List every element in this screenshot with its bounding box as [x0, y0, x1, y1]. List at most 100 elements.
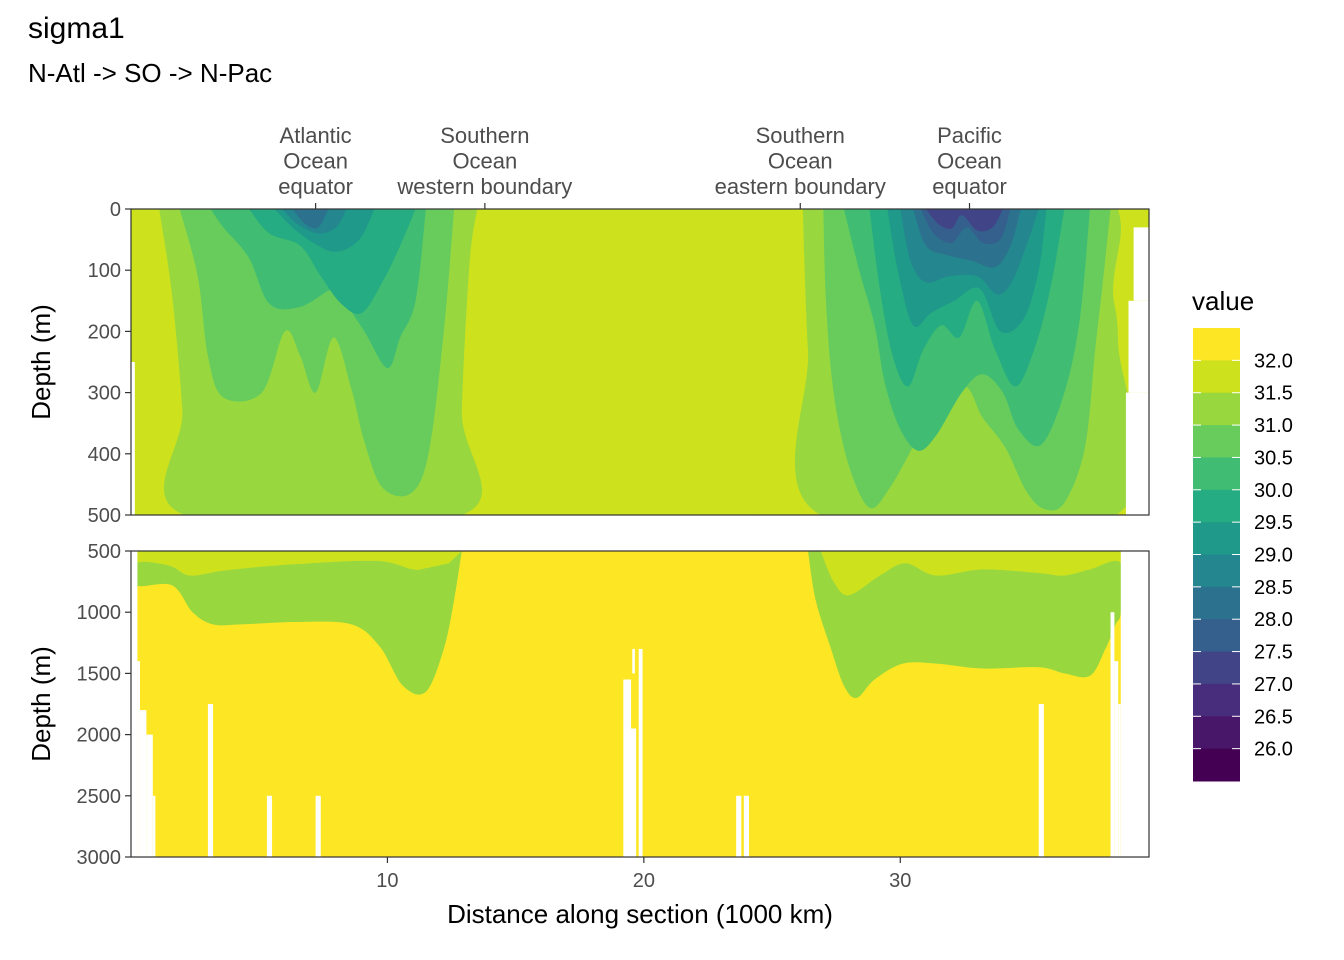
x-tick-label: 30 — [889, 870, 911, 892]
no-data-upper-2 — [1133, 227, 1149, 301]
y-upper-tick-label: 300 — [88, 383, 121, 405]
legend-color-2 — [1193, 392, 1240, 426]
seafloor-mask-0 — [131, 551, 138, 857]
y-upper-tick-label: 200 — [88, 321, 121, 343]
legend-title: value — [1192, 286, 1254, 316]
x-tick-label: 20 — [633, 870, 655, 892]
seafloor-mask-15 — [1110, 612, 1115, 857]
legend-label-10: 27.0 — [1254, 674, 1293, 696]
annotation-label-1-0: Southern — [440, 123, 529, 148]
lower-contour-fills — [131, 551, 1149, 857]
contour-fill-lower-0 — [133, 551, 462, 576]
upper-contour-fills — [131, 209, 1149, 515]
y-upper-tick-label: 500 — [88, 505, 121, 527]
contour-fill-upper-17 — [490, 209, 757, 515]
contour-fill-lower-3 — [808, 551, 1124, 699]
legend-label-5: 29.5 — [1254, 512, 1293, 534]
y-lower-tick-label: 2000 — [77, 725, 122, 747]
annotation-label-3-2: equator — [932, 174, 1007, 199]
lower-panel-border — [130, 550, 1150, 858]
y-lower-tick-label: 500 — [88, 541, 121, 563]
legend-color-3 — [1193, 425, 1240, 458]
legend-label-3: 30.5 — [1254, 447, 1293, 469]
contour-fill-upper-13 — [292, 209, 329, 229]
y-upper-tick-label: 0 — [110, 199, 121, 221]
legend-color-13 — [1193, 748, 1240, 782]
legend-color-7 — [1193, 554, 1240, 588]
seafloor-mask-11 — [638, 648, 643, 857]
annotation-label-2-1: Ocean — [768, 149, 833, 174]
seafloor-mask-14 — [1038, 704, 1044, 857]
legend-label-2: 31.0 — [1254, 415, 1293, 437]
annotation-label-2-0: Southern — [756, 123, 845, 148]
seafloor-mask-1 — [137, 661, 140, 857]
y-lower-tick-label: 2500 — [77, 786, 122, 808]
legend-color-10 — [1193, 651, 1240, 685]
legend-color-8 — [1193, 586, 1240, 620]
seafloor-mask-5 — [207, 704, 214, 857]
legend-label-0: 32.0 — [1254, 350, 1293, 372]
annotation-label-1-1: Ocean — [452, 149, 517, 174]
contour-fill-upper-16 — [925, 209, 1003, 232]
upper-panel-border — [130, 208, 1150, 516]
y-upper-tick-label: 400 — [88, 444, 121, 466]
seafloor-mask-3 — [146, 734, 153, 857]
seafloor-mask-10 — [632, 648, 635, 674]
annotation-label-3-0: Pacific — [937, 123, 1002, 148]
seafloor-mask-17 — [1118, 704, 1121, 857]
y-axis-title-upper: Depth (m) — [26, 304, 56, 420]
seafloor-mask-9 — [629, 728, 637, 857]
annotation-label-0-2: equator — [278, 174, 353, 199]
annotation-label-2-2: eastern boundary — [715, 174, 886, 199]
contour-fill-lower-1 — [131, 551, 462, 695]
legend-color-1 — [1193, 360, 1240, 394]
seafloor-mask-12 — [736, 795, 742, 857]
no-data-upper-1 — [1128, 300, 1149, 393]
seafloor-mask-6 — [266, 795, 273, 857]
legend: value 32.0 31.5 31.0 30.5 30.0 29.5 29.0 28.5 28.… — [1192, 286, 1293, 782]
legend-label-1: 31.5 — [1254, 383, 1293, 405]
legend-label-12: 26.0 — [1254, 739, 1293, 761]
legend-color-0 — [1193, 328, 1240, 361]
annotation-label-1-2: western boundary — [396, 174, 572, 199]
y-upper-tick-label: 100 — [88, 260, 121, 282]
seafloor-mask-2 — [139, 710, 147, 857]
legend-label-8: 28.0 — [1254, 609, 1293, 631]
legend-label-4: 30.0 — [1254, 480, 1293, 502]
no-data-upper-3 — [131, 362, 135, 515]
y-axis-title-lower: Depth (m) — [26, 646, 56, 762]
lower-panel — [130, 550, 1150, 858]
axes: 0 100 200 300 400 500 500 1000 1500 2000 2500 3000 1… — [77, 199, 912, 892]
legend-color-12 — [1193, 716, 1240, 750]
seafloor-mask-4 — [152, 795, 156, 857]
annotation-label-3-1: Ocean — [937, 149, 1002, 174]
seafloor-mask-8 — [623, 679, 632, 857]
legend-label-6: 29.0 — [1254, 545, 1293, 567]
contour-fill-upper-7 — [249, 209, 416, 315]
y-lower-tick-label: 3000 — [77, 847, 122, 869]
annotation-label-0-1: Ocean — [283, 149, 348, 174]
legend-color-6 — [1193, 522, 1240, 555]
legend-label-11: 26.5 — [1254, 706, 1293, 728]
legend-color-5 — [1193, 489, 1240, 523]
legend-color-9 — [1193, 619, 1240, 653]
upper-panel — [130, 208, 1150, 516]
seafloor-mask-13 — [743, 795, 749, 857]
contour-fill-lower-2 — [820, 551, 1124, 596]
legend-label-7: 28.5 — [1254, 577, 1293, 599]
y-lower-tick-label: 1500 — [77, 663, 122, 685]
annotation-label-0-0: Atlantic — [280, 123, 352, 148]
legend-color-11 — [1193, 683, 1240, 717]
legend-label-9: 27.5 — [1254, 642, 1293, 664]
chart-subtitle: N-Atl -> SO -> N-Pac — [28, 58, 273, 88]
top-annotations: AtlanticOceanequatorSouthernOceanwestern… — [278, 123, 1007, 209]
legend-color-4 — [1193, 457, 1240, 491]
no-data-upper-0 — [1125, 392, 1149, 515]
chart-title: sigma1 — [28, 12, 125, 45]
x-tick-label: 10 — [376, 870, 398, 892]
seafloor-mask-7 — [315, 795, 321, 857]
seafloor-mask-18 — [1120, 551, 1149, 857]
y-lower-tick-label: 1000 — [77, 602, 122, 624]
x-axis-title: Distance along section (1000 km) — [447, 899, 833, 929]
